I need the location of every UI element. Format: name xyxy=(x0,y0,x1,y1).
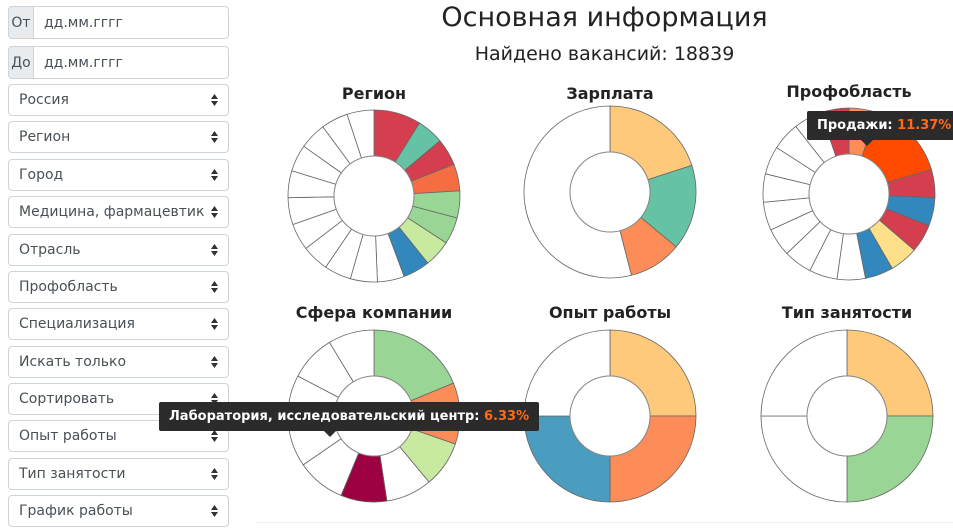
date-to-group: До xyxy=(8,46,229,79)
select-caret-icon xyxy=(211,94,218,106)
date-to-prefix: До xyxy=(8,46,34,79)
select-label: Специализация xyxy=(19,316,135,332)
donut-center xyxy=(806,375,888,457)
donut-center xyxy=(569,151,651,233)
tooltip-profarea-arrow xyxy=(861,140,873,146)
bottom-divider xyxy=(256,522,953,523)
date-from-group: От xyxy=(8,6,229,39)
region-select[interactable]: Регион xyxy=(8,121,229,153)
select-label: Тип занятости xyxy=(19,466,126,482)
chart-title-company-sphere: Сфера компании xyxy=(295,303,453,322)
filter-sidebar: От До Россия Регион Город Медицина, фармаце… xyxy=(0,0,240,531)
donut-center xyxy=(333,155,415,237)
select-caret-icon xyxy=(211,505,218,517)
select-caret-icon xyxy=(211,131,218,143)
select-label: Россия xyxy=(19,92,69,108)
donut-center xyxy=(569,375,651,457)
select-caret-icon xyxy=(211,318,218,330)
donut-chart-employment-type[interactable] xyxy=(757,326,937,506)
chart-title-experience: Опыт работы xyxy=(548,303,672,322)
tooltip-profarea-value: 11.37% xyxy=(897,118,952,133)
select-caret-icon xyxy=(211,206,218,218)
date-from-input[interactable] xyxy=(34,6,229,39)
vacancies-count: Найдено вакансий: 18839 xyxy=(474,43,735,65)
chart-title-region: Регион xyxy=(341,84,407,103)
tooltip-profarea: Продажи: 11.37% xyxy=(807,111,953,140)
chart-title-salary: Зарплата xyxy=(566,84,654,103)
donut-center xyxy=(808,153,890,235)
tooltip-company-sphere: Лаборатория, исследовательский центр: 6.… xyxy=(159,402,540,431)
select-label: График работы xyxy=(19,503,133,519)
select-caret-icon xyxy=(211,356,218,368)
select-label: Город xyxy=(19,167,64,183)
country-select[interactable]: Россия xyxy=(8,84,229,116)
tooltip-sphere-value: 6.33% xyxy=(484,409,530,424)
date-from-prefix: От xyxy=(8,6,34,39)
city-select[interactable]: Город xyxy=(8,159,229,191)
sort-select[interactable]: Сортировать xyxy=(8,383,229,415)
select-label: Опыт работы xyxy=(19,428,117,444)
select-caret-icon xyxy=(211,468,218,480)
donut-chart-salary[interactable] xyxy=(520,102,700,282)
select-caret-icon xyxy=(211,244,218,256)
page-title: Основная информация xyxy=(441,2,768,33)
industry-select[interactable]: Медицина, фармацевтика, аптеки xyxy=(8,196,229,228)
search-only-select[interactable]: Искать только xyxy=(8,346,229,378)
chart-title-employment-type: Тип занятости xyxy=(781,303,913,322)
branch-select[interactable]: Отрасль xyxy=(8,234,229,266)
date-to-input[interactable] xyxy=(34,46,229,79)
schedule-select[interactable]: График работы xyxy=(8,495,229,527)
tooltip-sphere-label: Лаборатория, исследовательский центр: xyxy=(169,409,485,424)
tooltip-sphere-arrow xyxy=(324,431,336,437)
select-caret-icon xyxy=(211,169,218,181)
select-label: Профобласть xyxy=(19,279,118,295)
specialization-select[interactable]: Специализация xyxy=(8,308,229,340)
select-caret-icon xyxy=(211,281,218,293)
select-label: Сортировать xyxy=(19,391,115,407)
employment-select[interactable]: Тип занятости xyxy=(8,458,229,490)
chart-title-profarea: Профобласть xyxy=(786,82,912,101)
donut-chart-experience[interactable] xyxy=(520,326,700,506)
donut-chart-region[interactable] xyxy=(284,106,464,286)
select-caret-icon xyxy=(211,430,218,442)
select-label: Регион xyxy=(19,129,71,145)
select-label: Искать только xyxy=(19,354,127,370)
profarea-select[interactable]: Профобласть xyxy=(8,271,229,303)
select-label: Медицина, фармацевтика, аптеки xyxy=(19,204,204,220)
tooltip-profarea-label: Продажи: xyxy=(817,118,898,133)
select-label: Отрасль xyxy=(19,242,81,258)
